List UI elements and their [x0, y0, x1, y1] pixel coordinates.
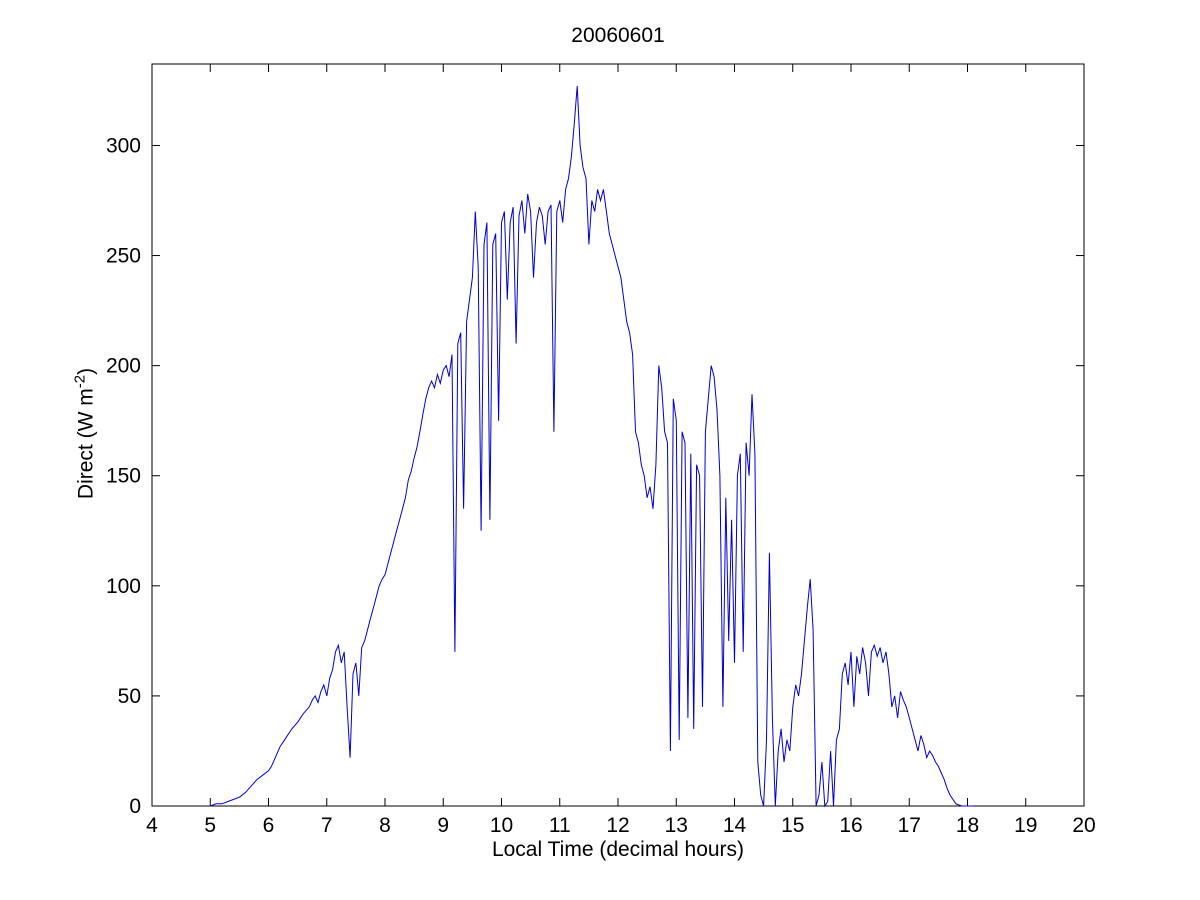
x-tick-label: 17 [898, 814, 921, 837]
x-tick-label: 20 [1072, 814, 1095, 837]
y-tick-label: 0 [129, 795, 141, 818]
x-tick-label: 18 [956, 814, 979, 837]
x-tick-label: 15 [781, 814, 804, 837]
x-tick-label: 19 [1014, 814, 1037, 837]
axes-box [151, 63, 1085, 807]
x-tick-label: 6 [263, 814, 275, 837]
x-tick-label: 7 [321, 814, 333, 837]
x-tick-label: 10 [490, 814, 513, 837]
y-tick-label: 50 [118, 685, 141, 708]
x-axis-label: Local Time (decimal hours) [491, 838, 745, 861]
y-tick-label: 100 [106, 575, 141, 598]
x-tick-label: 14 [723, 814, 747, 837]
x-tick-label: 13 [665, 814, 688, 837]
x-tick-label: 16 [839, 814, 862, 837]
y-tick-label: 150 [106, 465, 141, 488]
x-tick-label: 5 [204, 814, 216, 837]
chart-title: 20060601 [571, 24, 665, 47]
x-tick-label: 12 [606, 814, 629, 837]
y-tick-label: 300 [106, 134, 141, 157]
data-line [210, 85, 974, 808]
x-tick-label: 8 [379, 814, 391, 837]
x-tick-label: 9 [437, 814, 449, 837]
x-tick-label: 11 [549, 814, 571, 837]
x-tick-label: 4 [146, 814, 158, 837]
y-tick-label: 250 [106, 245, 141, 268]
y-tick-label: 200 [106, 355, 141, 378]
